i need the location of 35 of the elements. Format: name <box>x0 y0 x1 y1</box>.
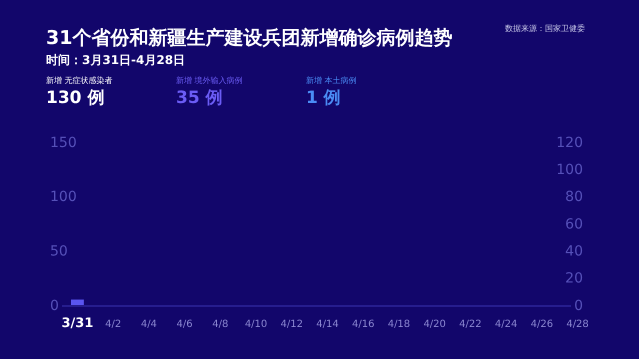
x-tick-label: 4/18 <box>388 319 410 330</box>
chart-title: 31个省份和新疆生产建设兵团新增确诊病例趋势 <box>46 27 452 49</box>
text: 新增 本土病例 <box>306 76 357 85</box>
y2-tick-label: 100 <box>556 162 583 178</box>
x-tick-label: 4/24 <box>494 319 518 330</box>
chart-subtitle: 时间：3月31日-4月28日 <box>46 53 186 67</box>
x-tick-label: 4/10 <box>244 319 268 330</box>
text: 130 例 <box>46 88 104 108</box>
x-tick-label: 4/12 <box>280 319 304 330</box>
text: 新增 境外输入病例 <box>176 76 243 85</box>
y2-tick-label: 120 <box>556 134 583 151</box>
y2-tick-label: 60 <box>565 216 583 232</box>
x-tick-label: 4/4 <box>140 319 157 330</box>
text: 35 例 <box>176 88 223 108</box>
y2-tick-label: 80 <box>565 189 583 206</box>
y2-tick-label: 0 <box>574 298 583 314</box>
text: 新增 无症状感染者 <box>46 76 113 85</box>
x-tick-label: 4/16 <box>352 319 374 330</box>
y-tick-label: 150 <box>50 134 77 151</box>
x-tick-label: 3/31 <box>61 316 94 331</box>
y2-tick-label: 20 <box>565 270 583 287</box>
x-tick-label: 4/14 <box>316 319 339 330</box>
y-tick-label: 0 <box>50 298 59 314</box>
source-note: 数据来源：国家卫健委 <box>505 24 585 33</box>
y-tick-label: 100 <box>50 189 77 206</box>
x-tick-label: 4/2 <box>105 319 122 330</box>
y2-tick-label: 40 <box>565 244 583 260</box>
text: 1 例 <box>306 88 341 108</box>
y-tick-label: 50 <box>50 244 68 260</box>
x-tick-label: 4/20 <box>423 319 446 330</box>
x-tick-label: 4/22 <box>459 319 482 330</box>
x-tick-label: 4/26 <box>530 319 554 330</box>
x-tick-label: 4/8 <box>212 319 228 330</box>
x-tick-label: 4/6 <box>176 319 193 330</box>
x-tick-label: 4/28 <box>566 319 589 330</box>
